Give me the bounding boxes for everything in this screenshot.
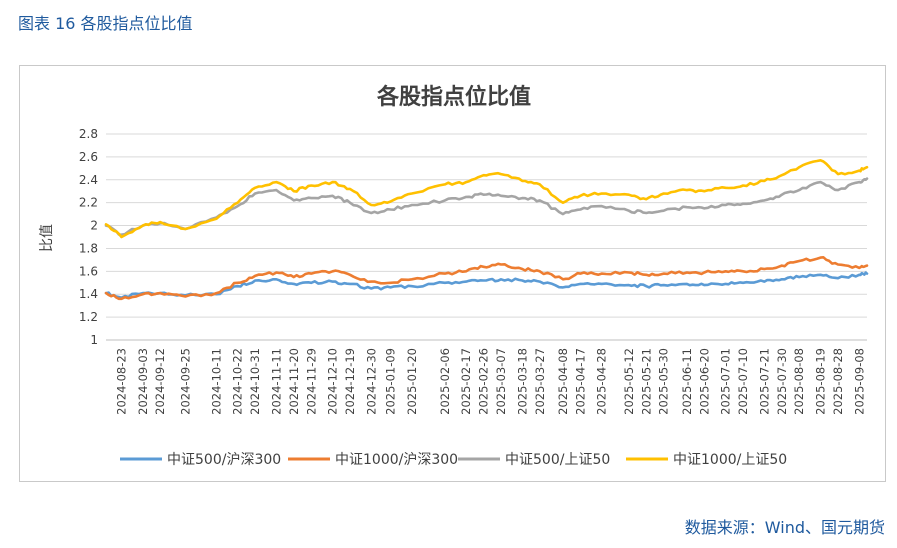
x-tick-label: 2025-01-20 bbox=[405, 348, 419, 415]
chart-frame: 各股指点位比值 比值 1 1.2 1.4 1.6 1.8 2 2.2 2.4 2.6 2.8 20… bbox=[19, 65, 886, 482]
series-line-3 bbox=[104, 177, 869, 236]
legend-label: 中证500/沪深300 bbox=[167, 452, 281, 468]
x-tick-label: 2025-03-27 bbox=[533, 348, 547, 415]
x-tick-label: 2025-06-11 bbox=[680, 348, 694, 415]
y-tick-label: 1.6 bbox=[79, 264, 98, 278]
series-lines bbox=[104, 159, 869, 301]
x-tick-label: 2025-09-08 bbox=[852, 348, 866, 415]
x-tick-label: 2025-04-17 bbox=[573, 348, 587, 415]
x-tick-label: 2024-09-25 bbox=[178, 348, 192, 415]
x-tick-label: 2024-11-29 bbox=[304, 348, 318, 415]
x-tick-label: 2024-08-23 bbox=[114, 348, 128, 415]
x-tick-label: 2025-02-17 bbox=[459, 348, 473, 415]
x-tick-label: 2025-04-28 bbox=[595, 348, 609, 415]
x-tick-label: 2024-09-03 bbox=[136, 348, 150, 415]
x-tick-label: 2025-08-08 bbox=[792, 348, 806, 415]
grid-lines bbox=[106, 133, 867, 341]
figure-caption: 图表 16 各股指点位比值 bbox=[18, 14, 193, 33]
x-tick-label: 2025-04-08 bbox=[556, 348, 570, 415]
x-tick-label: 2024-12-10 bbox=[326, 348, 340, 415]
x-tick-label: 2025-02-06 bbox=[438, 348, 452, 415]
y-tick-label: 2.8 bbox=[79, 127, 98, 141]
x-tick-label: 2025-08-19 bbox=[814, 348, 828, 415]
x-tick-label: 2024-11-20 bbox=[287, 348, 301, 415]
x-tick-label: 2025-06-20 bbox=[697, 348, 711, 415]
line-chart: 各股指点位比值 比值 1 1.2 1.4 1.6 1.8 2 2.2 2.4 2.6 2.8 20… bbox=[39, 84, 869, 468]
x-tick-label: 2025-07-01 bbox=[719, 348, 733, 415]
series-line-2 bbox=[104, 256, 869, 301]
y-tick-label: 1 bbox=[90, 333, 98, 347]
x-tick-label: 2025-02-26 bbox=[477, 348, 491, 415]
legend: 中证500/沪深300 中证1000/沪深300 中证500/上证50 中证1000/… bbox=[120, 452, 787, 468]
x-tick-label: 2025-05-21 bbox=[639, 348, 653, 415]
x-tick-label: 2024-10-31 bbox=[248, 348, 262, 415]
y-tick-label: 2.2 bbox=[79, 196, 98, 210]
series-line-1 bbox=[104, 271, 869, 299]
x-tick-label: 2025-03-07 bbox=[494, 348, 508, 415]
chart-title: 各股指点位比值 bbox=[376, 84, 531, 110]
x-tick-label: 2025-07-30 bbox=[775, 348, 789, 415]
y-axis-ticks: 1 1.2 1.4 1.6 1.8 2 2.2 2.4 2.6 2.8 bbox=[79, 127, 98, 347]
x-tick-label: 2024-12-30 bbox=[364, 348, 378, 415]
series-line-4 bbox=[104, 159, 869, 239]
legend-label: 中证1000/上证50 bbox=[673, 452, 787, 468]
x-axis-ticks: 2024-08-23 2024-09-03 2024-09-12 2024-09-25… bbox=[114, 348, 866, 415]
y-tick-label: 2.4 bbox=[79, 173, 98, 187]
y-tick-label: 1.8 bbox=[79, 241, 98, 255]
y-tick-label: 2.6 bbox=[79, 150, 98, 164]
y-tick-label: 1.2 bbox=[79, 310, 98, 324]
legend-label: 中证500/上证50 bbox=[505, 452, 610, 468]
legend-label: 中证1000/沪深300 bbox=[335, 452, 458, 468]
x-tick-label: 2024-09-12 bbox=[153, 348, 167, 415]
y-tick-label: 1.4 bbox=[79, 287, 98, 301]
x-tick-label: 2024-11-11 bbox=[269, 348, 283, 415]
x-tick-label: 2025-03-18 bbox=[515, 348, 529, 415]
y-tick-label: 2 bbox=[90, 219, 98, 233]
x-tick-label: 2024-10-22 bbox=[231, 348, 245, 415]
x-tick-label: 2025-05-12 bbox=[622, 348, 636, 415]
x-tick-label: 2024-12-19 bbox=[343, 348, 357, 415]
x-tick-label: 2025-01-09 bbox=[384, 348, 398, 415]
source-note: 数据来源：Wind、国元期货 bbox=[684, 518, 885, 537]
x-tick-label: 2025-07-21 bbox=[757, 348, 771, 415]
x-tick-label: 2025-07-10 bbox=[736, 348, 750, 415]
x-tick-label: 2025-08-28 bbox=[831, 348, 845, 415]
x-tick-label: 2025-05-30 bbox=[657, 348, 671, 415]
x-tick-label: 2024-10-11 bbox=[209, 348, 223, 415]
y-axis-label: 比值 bbox=[39, 224, 55, 252]
